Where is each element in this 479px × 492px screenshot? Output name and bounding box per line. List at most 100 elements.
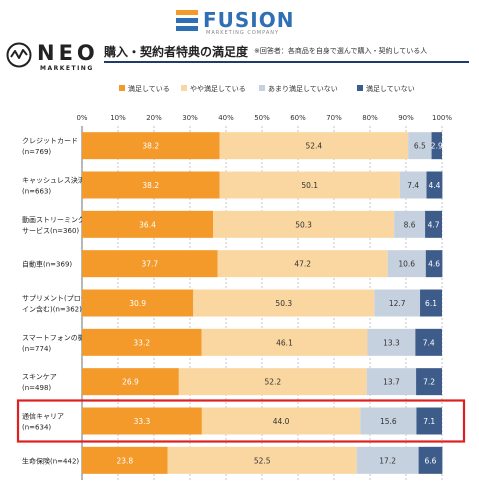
bar-segment [82,250,218,278]
data-label: 7.2 [423,378,435,387]
category-label: 通信キャリア [22,412,64,421]
data-label: 6.1 [425,299,437,308]
data-label: 17.2 [379,456,396,465]
bar-segment [82,171,220,199]
legend-swatch [119,85,125,91]
category-label: イン含む)(n=362) [22,305,82,314]
legend-label: 満足している [128,85,170,93]
category-label: (n=663) [22,188,51,196]
data-label: 8.6 [404,220,416,229]
x-tick-label: 90% [398,114,414,122]
data-label: 23.8 [116,456,133,465]
category-label: サプリメント(プロテ [22,295,88,303]
bar-segment [82,328,202,356]
bar-segment [82,368,179,396]
data-label: 38.2 [142,142,159,151]
bar-segment [431,132,442,160]
category-label: サービス(n=360) [22,226,79,235]
bar-segment [82,132,220,160]
category-label: クレジットカード [22,137,78,145]
category-label: (n=634) [22,424,51,432]
bar-segment [416,368,442,396]
data-label: 6.6 [425,456,437,465]
title-rule [104,61,469,63]
x-tick-label: 30% [182,114,198,122]
data-label: 46.1 [276,338,293,347]
legend-label: あまり満足していない [268,85,338,93]
category-label: スキンケア [22,373,57,381]
bar-segment [217,250,388,278]
neo-wordmark: NEO [37,41,99,65]
bar-segment [219,171,400,199]
bar-segment [82,289,194,317]
x-tick-label: 20% [146,114,162,122]
data-label: 33.3 [134,417,151,426]
fusion-wordmark: FUSION [203,8,295,32]
x-tick-label: 100% [432,114,452,122]
data-label: 13.7 [383,378,400,387]
bar-segment [399,171,427,199]
data-label: 26.9 [122,378,139,387]
bar-segment [82,446,168,474]
legend-swatch [259,85,265,91]
bar-segment [426,171,443,199]
fusion-logo: FUSION MARKETING COMPANY [176,8,316,38]
data-label: 52.5 [254,456,271,465]
data-label: 10.6 [398,260,415,269]
x-tick-label: 60% [290,114,306,122]
legend-label: 満足していない [366,85,415,93]
x-tick-label: 50% [254,114,270,122]
bar-segment [394,210,426,238]
x-tick-label: 80% [362,114,378,122]
data-label: 52.4 [305,142,322,151]
category-label: 生命保険(n=442) [22,456,79,465]
data-label: 50.1 [301,181,318,190]
bar-segment [82,210,214,238]
neo-tagline: MARKETING [40,65,94,72]
x-tick-label: 70% [326,114,342,122]
bar-segment [408,132,432,160]
bar-segment [201,407,361,435]
category-label: キャッシュレス決済 [22,176,85,185]
bar-segment [193,289,375,317]
data-label: 7.4 [423,338,435,347]
data-label: 2.9 [431,142,443,151]
bar-segment [167,446,357,474]
legend-swatch [181,85,187,91]
bar-segment [387,250,426,278]
category-label: (n=769) [22,148,51,156]
bar-segment [415,328,442,356]
data-label: 7.1 [423,417,435,426]
bar-segment [178,368,367,396]
data-label: 36.4 [139,220,156,229]
data-label: 52.2 [264,378,281,387]
bar-segment [425,210,442,238]
x-tick-label: 0% [76,114,87,122]
data-label: 30.9 [129,299,146,308]
data-label: 50.3 [275,299,292,308]
legend-swatch [357,85,363,91]
legend-label: やや満足している [190,85,246,93]
bar-segment [416,407,442,435]
data-label: 6.5 [414,142,426,151]
data-label: 4.6 [428,260,440,269]
data-label: 33.2 [133,338,150,347]
data-label: 38.2 [142,181,159,190]
category-label: (n=774) [22,345,51,353]
data-label: 13.3 [383,338,400,347]
fusion-mark-icon [176,10,198,31]
bar-segment [213,210,395,238]
highlight-box [16,399,466,443]
category-label: 自動車(n=369) [22,260,72,269]
bar-segment [201,328,368,356]
bar-segment [366,368,417,396]
bar-segment [374,289,421,317]
bar-segment [356,446,419,474]
bar-segment [219,132,409,160]
data-label: 7.4 [407,181,419,190]
chart-title: 購入・契約者特典の満足度 [104,45,249,59]
fusion-tagline: MARKETING COMPANY [206,30,280,36]
data-label: 4.4 [428,181,440,190]
bar-segment [418,446,443,474]
